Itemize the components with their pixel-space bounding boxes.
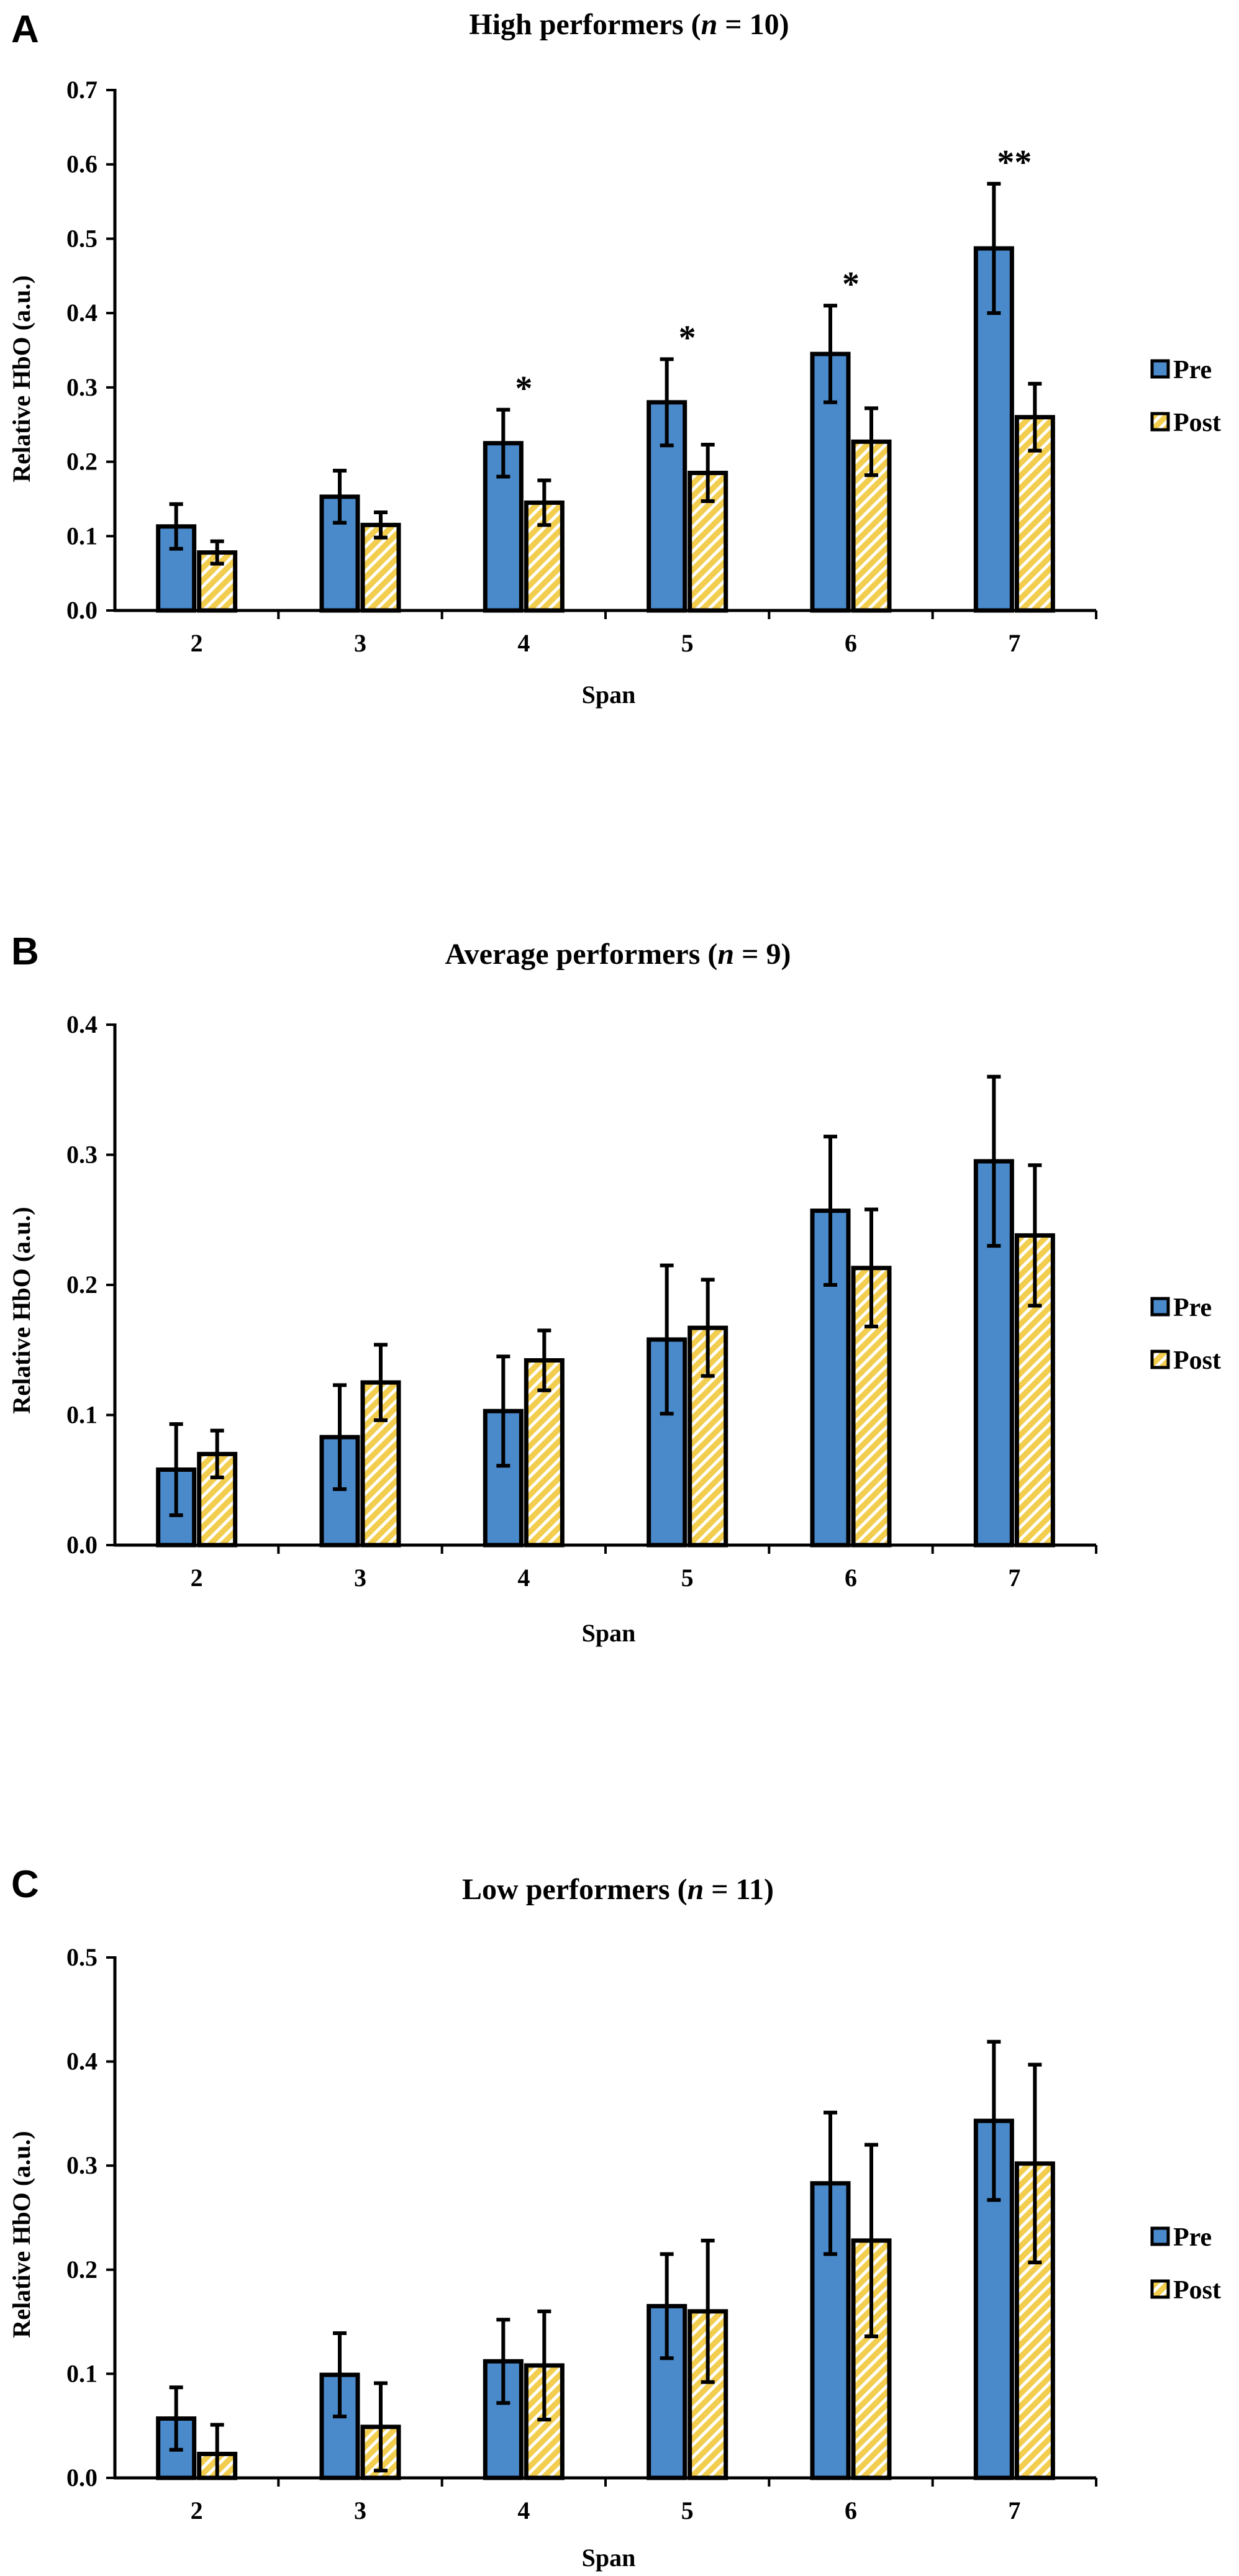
y-tick-label: 0.5 [66, 224, 98, 252]
y-tick-label: 0.0 [66, 1531, 98, 1559]
x-tick-label: 3 [354, 629, 366, 657]
panel-a: A High performers (n = 10) Relative HbO … [7, 8, 1221, 709]
x-axis-title: Span [582, 681, 636, 709]
significance-marker: * [679, 319, 696, 357]
legend: Pre Post [1150, 1294, 1221, 1375]
legend-swatch-pre [1150, 2226, 1170, 2246]
x-tick-label: 7 [1008, 629, 1020, 657]
y-tick-label: 0.1 [66, 2359, 98, 2387]
x-axis-title: Span [582, 1619, 636, 1647]
bars [156, 2039, 1055, 2480]
legend: Pre Post [1150, 2223, 1221, 2305]
legend-label-pre: Pre [1173, 2223, 1212, 2252]
y-tick-label: 0.5 [66, 1943, 98, 1971]
significance-marker: ** [997, 143, 1032, 182]
y-tick-label: 0.3 [66, 1141, 98, 1169]
x-tick-label: 6 [845, 1564, 857, 1592]
chart-title: Average performers (n = 9) [445, 938, 791, 971]
legend-swatch-post [1150, 1349, 1170, 1369]
legend-label-post: Post [1173, 2276, 1221, 2305]
chart-title: High performers (n = 10) [469, 8, 789, 41]
bar-post [688, 2309, 728, 2480]
legend-label-pre: Pre [1173, 1294, 1212, 1322]
legend-swatch-pre [1150, 1297, 1170, 1317]
x-tick-label: 3 [354, 2497, 366, 2524]
y-tick-label: 0.4 [66, 2048, 98, 2075]
bars [156, 181, 1055, 613]
legend-label-pre: Pre [1173, 356, 1212, 384]
legend-swatch-post [1150, 2279, 1170, 2299]
y-axis-title: Relative HbO (a.u.) [7, 2131, 35, 2338]
x-tick-label: 7 [1008, 1564, 1020, 1592]
x-tick-label: 6 [845, 629, 857, 657]
y-axis: 0.0 0.1 0.2 0.3 0.4 0.5 [66, 1943, 117, 2492]
significance-marker: * [842, 265, 860, 304]
x-tick-label: 5 [681, 629, 694, 657]
y-tick-label: 0.7 [66, 76, 98, 104]
panel-c: C Low performers (n = 11) Relative HbO (… [7, 1863, 1221, 2572]
panel-letter: C [11, 1863, 39, 1906]
x-tick-label: 2 [191, 629, 203, 657]
y-axis-title: Relative HbO (a.u.) [7, 1207, 35, 1413]
panel-letter: B [11, 930, 39, 973]
x-tick-label: 7 [1008, 2497, 1020, 2524]
bar-pre [810, 351, 851, 613]
y-tick-label: 0.2 [66, 1271, 98, 1299]
y-tick-label: 0.4 [66, 299, 98, 327]
x-tick-label: 2 [191, 2497, 203, 2524]
panel-b: B Average performers (n = 9) Relative Hb… [7, 930, 1221, 1647]
x-axis: 2 3 4 5 6 7 [114, 1543, 1097, 1592]
y-axis: 0.0 0.1 0.2 0.3 0.4 0.5 0.6 0.7 [66, 76, 117, 624]
y-tick-label: 0.2 [66, 448, 98, 476]
bar-pre [319, 494, 360, 613]
legend: Pre Post [1150, 356, 1221, 437]
y-tick-label: 0.3 [66, 2151, 98, 2179]
y-axis-title: Relative HbO (a.u.) [7, 275, 35, 482]
x-tick-label: 5 [681, 1564, 694, 1592]
bar-pre [156, 524, 197, 613]
legend-label-post: Post [1173, 409, 1221, 437]
x-tick-label: 3 [354, 1564, 366, 1592]
x-tick-label: 4 [517, 629, 530, 657]
bar-pre [810, 1209, 851, 1548]
x-tick-label: 5 [681, 2497, 694, 2524]
x-tick-label: 4 [517, 2497, 530, 2524]
legend-swatch-pre [1150, 359, 1170, 379]
y-tick-label: 0.3 [66, 373, 98, 401]
y-tick-label: 0.0 [66, 2464, 98, 2492]
panel-letter: A [11, 8, 39, 51]
significance-marker: * [515, 370, 532, 408]
y-tick-label: 0.1 [66, 1401, 98, 1429]
y-tick-label: 0.4 [66, 1010, 98, 1038]
y-tick-label: 0.6 [66, 150, 98, 178]
chart-title: Low performers (n = 11) [462, 1873, 774, 1906]
x-axis-title: Span [582, 2544, 636, 2572]
y-tick-label: 0.0 [66, 596, 98, 624]
y-axis: 0.0 0.1 0.2 0.3 0.4 [66, 1010, 117, 1559]
x-tick-label: 2 [191, 1564, 203, 1592]
x-axis: 2 3 4 5 6 7 [114, 609, 1097, 657]
x-tick-label: 6 [845, 2497, 857, 2524]
y-tick-label: 0.1 [66, 522, 98, 550]
x-tick-label: 4 [517, 1564, 530, 1592]
bars [156, 1074, 1055, 1548]
legend-swatch-post [1150, 412, 1170, 432]
x-axis: 2 3 4 5 6 7 [114, 2476, 1097, 2524]
significance-markers: ***** [515, 143, 1032, 408]
bar-pre [483, 1408, 524, 1548]
y-tick-label: 0.2 [66, 2256, 98, 2283]
legend-label-post: Post [1173, 1346, 1221, 1375]
